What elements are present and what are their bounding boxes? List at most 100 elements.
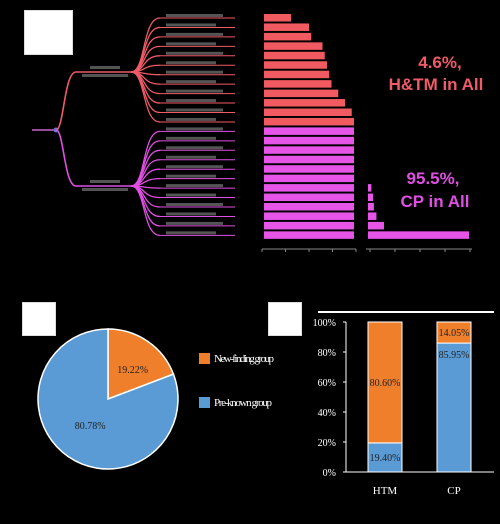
tree-leaf-label bbox=[166, 108, 223, 112]
tree-leaf-label bbox=[166, 99, 216, 103]
tree-branch-htm bbox=[55, 71, 77, 131]
panel-label-b bbox=[22, 302, 56, 336]
x-category-label: CP bbox=[447, 485, 460, 497]
hbar-secondary bbox=[368, 203, 374, 211]
hbar bbox=[264, 51, 325, 60]
hbar bbox=[264, 89, 339, 98]
tree-leaf-label bbox=[166, 80, 216, 84]
pie-legend: New-finding group Pre-known group bbox=[199, 353, 275, 409]
stacked-bar-segment bbox=[436, 342, 472, 473]
tree-leaf-label bbox=[166, 155, 216, 159]
hbar bbox=[264, 231, 354, 239]
y-tick-label: 80% bbox=[318, 348, 336, 359]
stacked-bar-segment bbox=[367, 321, 403, 444]
secondary-horizontal-bars bbox=[368, 184, 471, 252]
tree-leaf-label bbox=[166, 212, 216, 216]
pie-slice bbox=[37, 328, 179, 470]
tree-leaf-branch bbox=[130, 185, 161, 236]
hbar bbox=[264, 23, 309, 31]
stacked-bar-label: 85.95% bbox=[439, 350, 470, 361]
hbar-secondary bbox=[368, 184, 372, 192]
tree-group-label-cp bbox=[90, 180, 120, 183]
htm-percent: 4.6%, bbox=[418, 53, 461, 72]
tree-group-sublabel-htm bbox=[82, 74, 128, 77]
hbar bbox=[264, 203, 354, 211]
tree-leaf-label bbox=[166, 127, 223, 131]
hbar bbox=[264, 193, 354, 202]
tree-leaf-branch bbox=[130, 71, 161, 123]
pie-slice-label: 19.22% bbox=[117, 365, 148, 376]
htm-label: H&TM in All bbox=[389, 75, 484, 94]
hbar bbox=[264, 61, 327, 69]
hbar bbox=[264, 146, 354, 154]
y-tick-label: 0% bbox=[323, 468, 336, 479]
legend-label-new: New-finding group bbox=[214, 353, 275, 365]
cp-label: CP in All bbox=[401, 192, 470, 211]
hbar bbox=[264, 42, 323, 50]
stacked-bar-segment bbox=[436, 321, 472, 344]
hbar bbox=[264, 127, 354, 135]
legend-swatch-pre bbox=[199, 397, 210, 408]
tree-group-label-htm bbox=[90, 66, 120, 69]
y-tick-label: 60% bbox=[318, 378, 336, 389]
stacked-bar-label: 19.40% bbox=[370, 453, 401, 464]
hbar bbox=[264, 14, 291, 22]
tree-leaf-label bbox=[166, 89, 223, 93]
hbar-secondary bbox=[368, 193, 374, 202]
legend-swatch-new bbox=[199, 353, 210, 364]
tree-leaf-label bbox=[166, 146, 223, 150]
pie-slice-label: 80.78% bbox=[75, 421, 106, 432]
hbar-secondary bbox=[368, 231, 469, 239]
tree-branch-cp bbox=[55, 129, 77, 187]
hbar bbox=[264, 117, 354, 126]
tree-leaf-label bbox=[166, 42, 216, 46]
cp-percent-text: 95.5%, bbox=[407, 169, 460, 188]
hbar-secondary bbox=[368, 212, 377, 220]
pie-slice bbox=[107, 328, 175, 401]
tree-leaf-label bbox=[166, 221, 223, 225]
tree-group-sublabel-cp bbox=[82, 188, 128, 191]
hbar bbox=[264, 155, 354, 164]
hbar bbox=[264, 70, 330, 79]
tree-leaf-label bbox=[166, 231, 216, 235]
hbar bbox=[264, 212, 354, 220]
tree-leaf-label bbox=[166, 136, 216, 140]
hbar bbox=[264, 32, 312, 41]
tree-leaf-label bbox=[166, 14, 223, 17]
panel-label-a bbox=[24, 10, 73, 55]
panel-label-c bbox=[268, 302, 302, 336]
y-tick-label: 100% bbox=[313, 318, 336, 329]
hbar bbox=[264, 136, 354, 145]
tree-leaf-label bbox=[166, 165, 223, 169]
hbar bbox=[264, 174, 354, 183]
divider-line bbox=[318, 311, 494, 313]
tree-leaf-label bbox=[166, 193, 216, 197]
hbar-secondary bbox=[368, 221, 384, 230]
tree-leaf-label bbox=[166, 32, 223, 36]
tree-leaf-label bbox=[166, 61, 216, 65]
tree-leaf-label bbox=[166, 117, 216, 121]
taxonomy-tree bbox=[32, 14, 235, 236]
hbar bbox=[264, 184, 354, 192]
tree-leaf-label bbox=[166, 203, 223, 206]
tree-leaf-label bbox=[166, 70, 223, 74]
hbar bbox=[264, 165, 354, 173]
legend-label-pre: Pre-known group bbox=[214, 397, 273, 409]
hbar bbox=[264, 108, 352, 116]
hbar bbox=[264, 99, 345, 107]
y-tick-label: 40% bbox=[318, 408, 336, 419]
stacked-bar-label: 80.60% bbox=[370, 378, 401, 389]
top-tree-bar-chart: 4.6%, H&TM in All 95.5%, CP in All bbox=[32, 14, 484, 252]
tree-leaf-label bbox=[166, 23, 216, 27]
x-category-label: HTM bbox=[373, 485, 398, 497]
y-tick-label: 20% bbox=[318, 438, 336, 449]
stacked-bar-label: 14.05% bbox=[439, 328, 470, 339]
hbar bbox=[264, 80, 332, 88]
tree-leaf-label bbox=[166, 174, 216, 178]
hbar bbox=[264, 221, 354, 230]
tree-leaf-label bbox=[166, 184, 223, 188]
horizontal-bars bbox=[261, 14, 357, 252]
tree-leaf-label bbox=[166, 51, 223, 55]
